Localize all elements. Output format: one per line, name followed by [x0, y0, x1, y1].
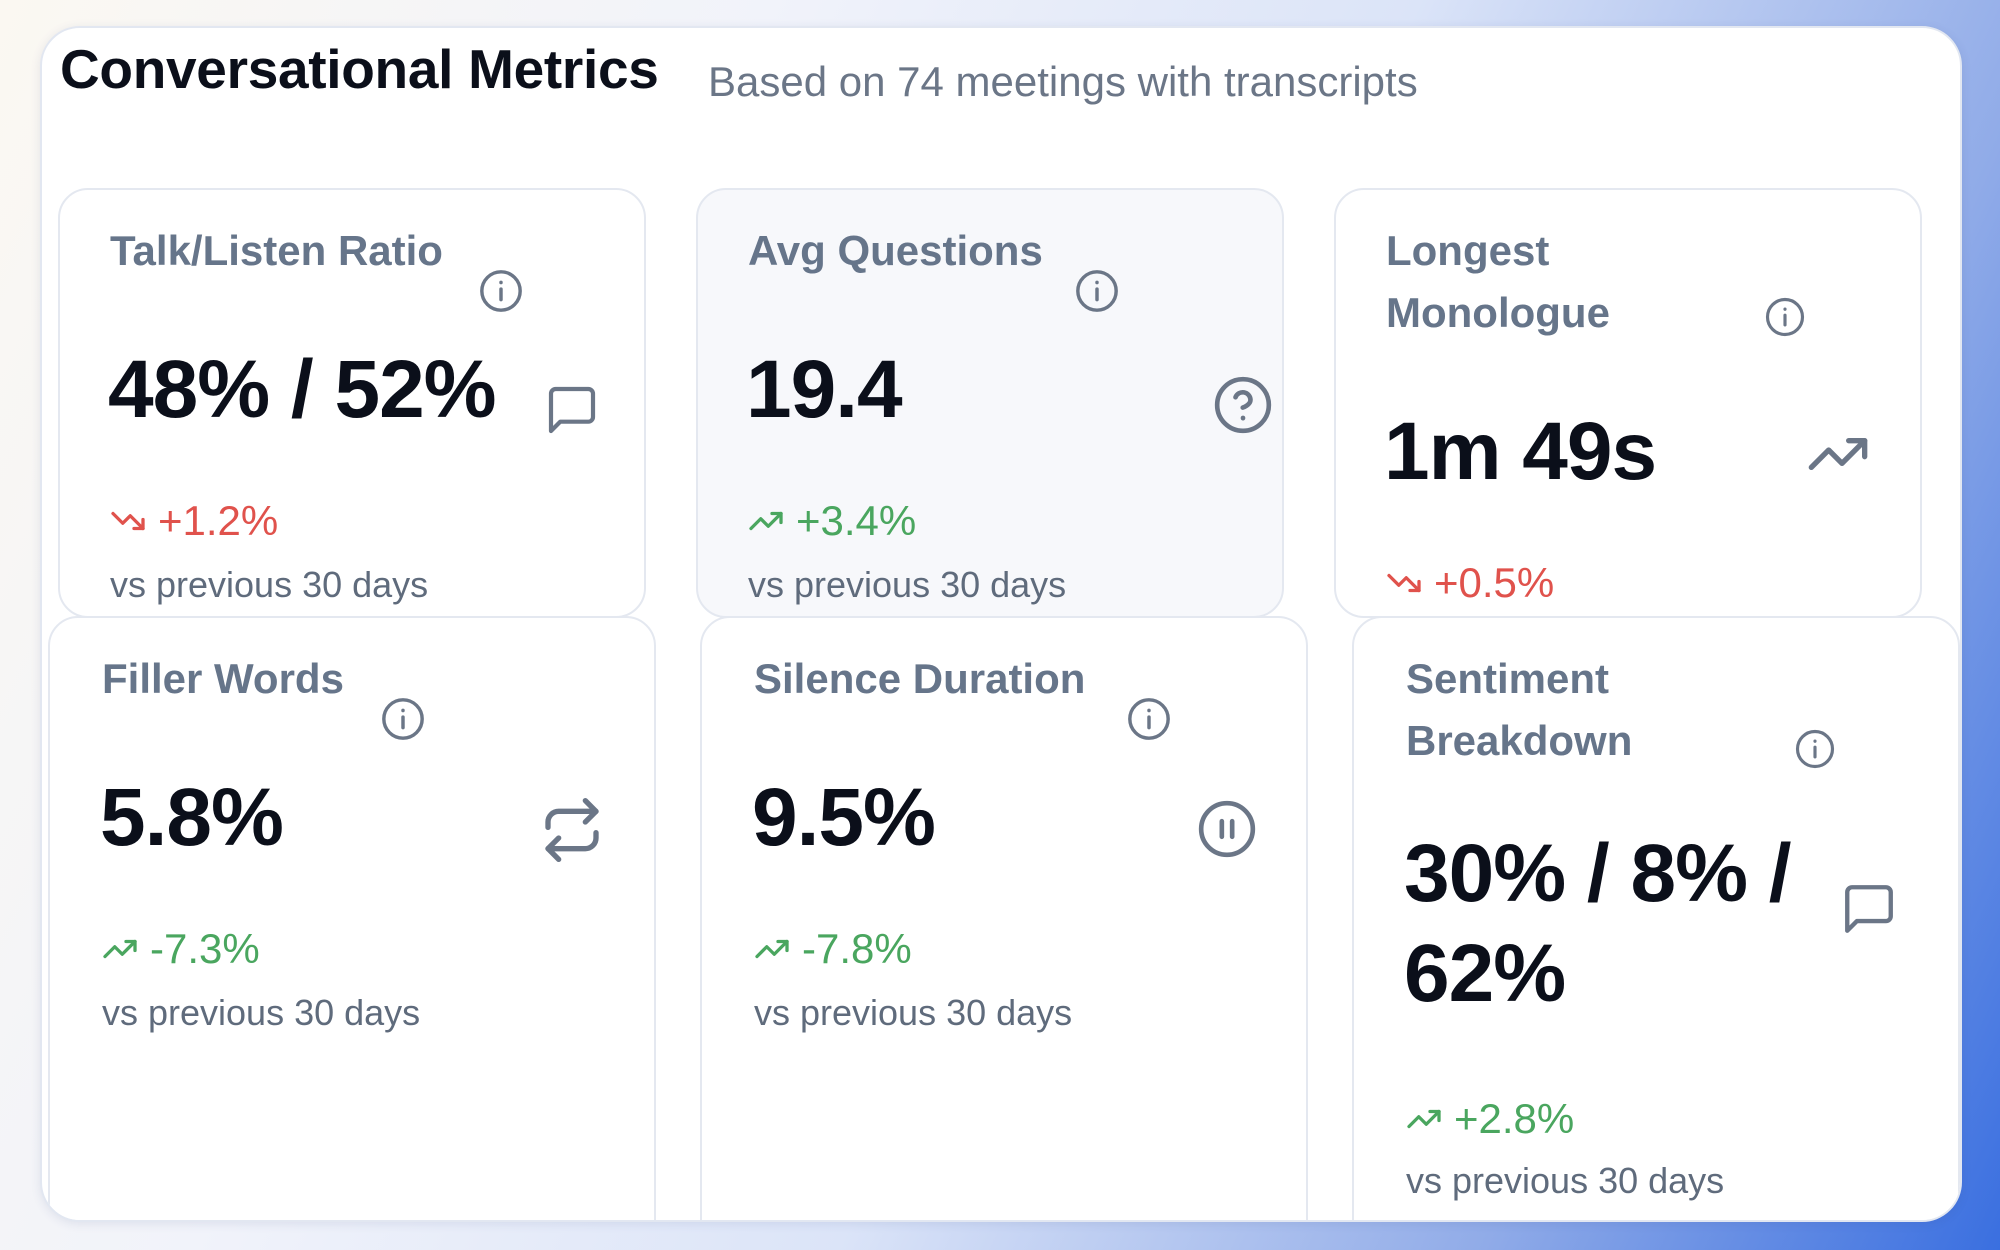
info-icon[interactable] — [478, 268, 524, 314]
metric-trend-value: -7.3% — [150, 925, 260, 972]
metric-trend-value: +1.2% — [158, 497, 279, 544]
repeat-icon — [545, 798, 599, 862]
info-icon[interactable] — [380, 696, 426, 742]
pause-circle-icon — [1198, 800, 1256, 858]
metric-period: vs previous 30 days — [102, 992, 421, 1033]
metric-value: 1m 49s — [1384, 406, 1657, 497]
trending-down-icon — [111, 511, 145, 531]
metric-card-sentiment-breakdown[interactable]: Sentiment Breakdown 30% / 8% / 62% +2.8%… — [1352, 616, 1960, 1220]
metric-trend: +3.4% — [748, 496, 916, 546]
metric-value: 30% / 8% / 62% — [1404, 828, 1792, 1019]
metric-card-longest-monologue[interactable]: Longest Monologue 1m 49s +0.5% — [1334, 188, 1922, 618]
message-square-icon — [1845, 885, 1893, 933]
metric-label: Avg Questions — [748, 227, 1043, 274]
metric-value: 9.5% — [752, 772, 936, 863]
metric-period: vs previous 30 days — [754, 992, 1073, 1033]
metric-label: Filler Words — [102, 655, 344, 702]
metric-trend-value: -7.8% — [802, 925, 912, 972]
metric-trend-value: +2.8% — [1454, 1095, 1575, 1142]
metric-trend: -7.8% — [754, 924, 912, 974]
metric-card-avg-questions[interactable]: Avg Questions 19.4 +3.4% vs previous 30 … — [696, 188, 1284, 618]
metric-period: vs previous 30 days — [748, 564, 1067, 605]
metric-trend: +1.2% — [110, 496, 278, 546]
metric-label: Sentiment Breakdown — [1406, 655, 1633, 764]
info-icon[interactable] — [1794, 728, 1836, 770]
metric-value: 19.4 — [746, 344, 903, 435]
info-icon[interactable] — [1126, 696, 1172, 742]
metric-label: Silence Duration — [754, 655, 1086, 702]
trending-up-icon — [1808, 438, 1868, 470]
metric-value: 48% / 52% — [108, 344, 497, 435]
message-square-icon — [548, 386, 596, 434]
conversational-metrics-panel: Conversational Metrics Based on 74 meeti… — [40, 26, 1962, 1222]
page-title: Conversational Metrics — [60, 38, 659, 100]
trending-up-icon — [103, 939, 137, 959]
info-icon[interactable] — [1764, 296, 1806, 338]
metric-label: Talk/Listen Ratio — [110, 227, 443, 274]
info-icon[interactable] — [1074, 268, 1120, 314]
metric-card-filler-words[interactable]: Filler Words 5.8% -7.3% vs previous 30 d… — [48, 616, 656, 1220]
metric-label: Longest Monologue — [1386, 227, 1610, 336]
trending-up-icon — [755, 939, 789, 959]
page-subtitle: Based on 74 meetings with transcripts — [708, 58, 1418, 105]
metric-card-silence-duration[interactable]: Silence Duration 9.5% -7.8% vs previous … — [700, 616, 1308, 1220]
metric-trend: +2.8% — [1406, 1094, 1574, 1144]
trending-down-icon — [1387, 573, 1421, 593]
metric-value: 5.8% — [100, 772, 284, 863]
metric-trend: +0.5% — [1386, 558, 1554, 608]
metric-trend-value: +0.5% — [1434, 559, 1555, 606]
metric-trend: -7.3% — [102, 924, 260, 974]
metric-card-talk-listen-ratio[interactable]: Talk/Listen Ratio 48% / 52% +1.2% vs pre… — [58, 188, 646, 618]
metric-period: vs previous 30 days — [110, 564, 429, 605]
metric-period: vs previous 30 days — [1406, 1160, 1725, 1201]
trending-up-icon — [1407, 1109, 1441, 1129]
trending-up-icon — [749, 511, 783, 531]
metric-trend-value: +3.4% — [796, 497, 917, 544]
help-circle-icon — [1214, 376, 1272, 434]
